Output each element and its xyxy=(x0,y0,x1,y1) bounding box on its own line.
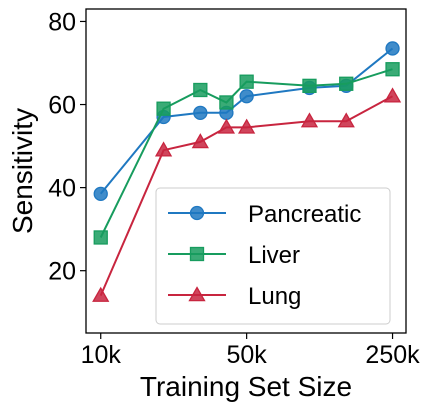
plot-frame xyxy=(85,8,407,334)
data-point xyxy=(239,74,254,89)
axis-ticks: 10k 50k 250k 20 40 60 80 xyxy=(48,8,420,369)
x-tick-label: 10k xyxy=(81,341,122,369)
data-point xyxy=(93,230,108,245)
data-point xyxy=(154,141,173,157)
data-point xyxy=(92,286,110,302)
data-point xyxy=(385,41,400,56)
series-marks xyxy=(92,41,402,302)
data-point xyxy=(193,105,208,120)
legend-label: Pancreatic xyxy=(248,201,361,228)
x-axis-label: Training Set Size xyxy=(140,371,352,402)
legend-label: Liver xyxy=(248,242,300,269)
data-point xyxy=(191,133,209,149)
x-tick-label: 250k xyxy=(365,341,420,369)
y-tick-label: 80 xyxy=(48,8,76,36)
legend-marker xyxy=(189,205,205,221)
data-point xyxy=(93,186,108,201)
legend-item: Liver xyxy=(168,242,300,269)
data-point xyxy=(219,95,234,110)
legend-marker xyxy=(189,246,205,262)
y-axis-label: Sensitivity xyxy=(7,108,38,234)
legend-item: Lung xyxy=(168,283,301,310)
legend: Pancreatic Liver Lung xyxy=(155,187,391,325)
data-point xyxy=(217,118,236,134)
legend-item: Pancreatic xyxy=(168,201,361,228)
x-tick-label: 50k xyxy=(226,341,267,369)
data-point xyxy=(339,76,354,91)
data-point xyxy=(337,112,355,128)
data-point xyxy=(239,89,254,104)
series-line xyxy=(99,95,393,296)
legend-label: Lung xyxy=(248,283,301,310)
data-point xyxy=(193,82,208,98)
legend-marker xyxy=(188,286,206,302)
y-tick-label: 40 xyxy=(48,175,76,203)
data-point xyxy=(385,62,400,77)
data-point xyxy=(238,118,256,134)
series-lung xyxy=(92,87,402,302)
data-point xyxy=(383,87,402,103)
data-point xyxy=(156,101,171,116)
legend-box xyxy=(155,187,391,325)
data-point xyxy=(302,78,317,93)
data-point xyxy=(300,112,319,128)
y-tick-label: 60 xyxy=(48,92,76,120)
series-liver xyxy=(93,62,400,245)
y-tick-label: 20 xyxy=(48,258,76,286)
